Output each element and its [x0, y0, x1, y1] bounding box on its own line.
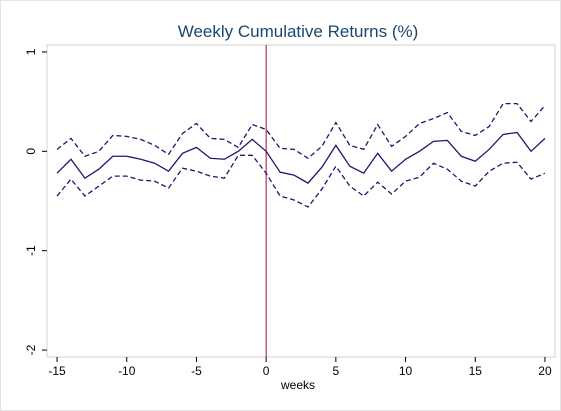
series-line	[56, 102, 546, 160]
y-tick-label: -2	[24, 344, 38, 355]
y-tick-label: -1	[24, 245, 38, 256]
x-tick-label: -10	[118, 364, 136, 378]
x-tick-label: 10	[399, 364, 413, 378]
plot-area	[46, 44, 556, 358]
y-tick-label: 1	[24, 48, 38, 55]
series-line	[56, 154, 546, 208]
x-tick-label: -5	[191, 364, 202, 378]
x-tick-label: 5	[333, 364, 340, 378]
chart-title: Weekly Cumulative Returns (%)	[178, 22, 419, 41]
x-tick-label: 20	[538, 364, 552, 378]
x-tick-label: -15	[48, 364, 66, 378]
series-line	[56, 131, 546, 184]
y-tick-label: 0	[24, 148, 38, 155]
x-tick-label: 0	[263, 364, 270, 378]
x-tick-label: 15	[469, 364, 483, 378]
x-axis-label: weeks	[280, 378, 315, 392]
